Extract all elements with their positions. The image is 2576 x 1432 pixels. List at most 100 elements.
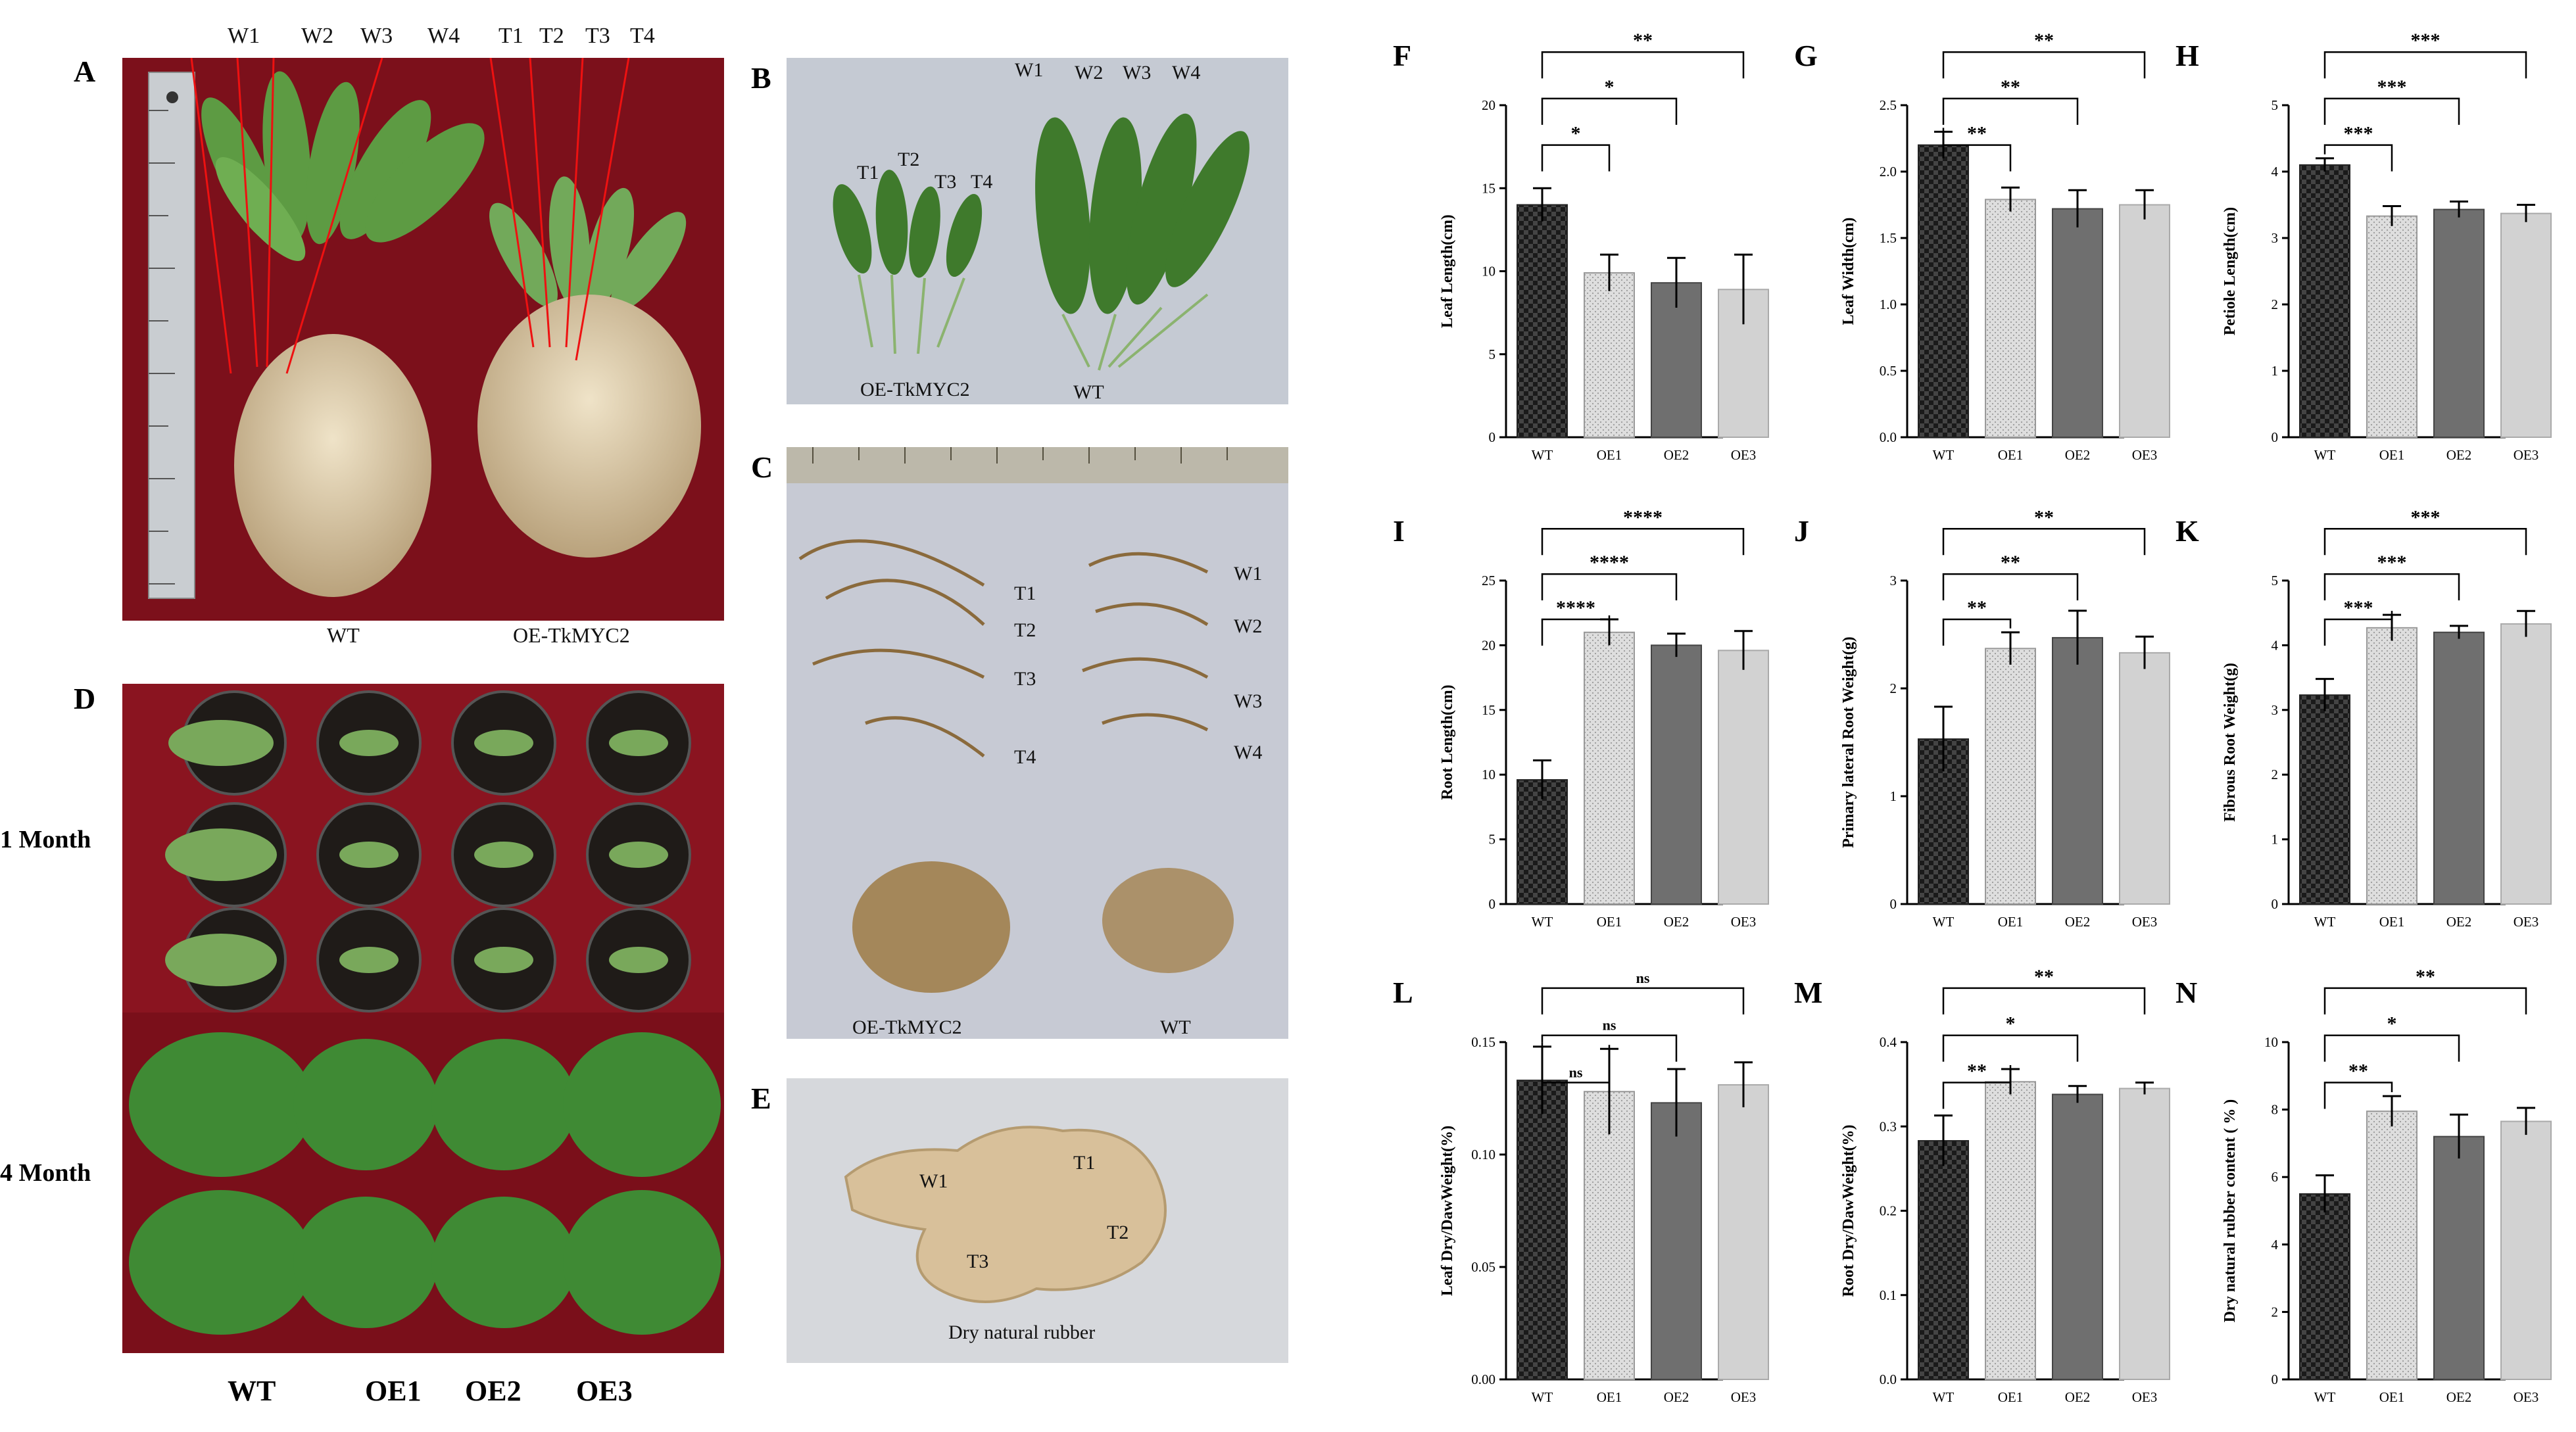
panel-c-label-t3: T3 [1014,668,1036,690]
chart-n-x-tick-label: OE3 [2514,1389,2539,1405]
chart-l-y-label: Leaf Dry/DawWeight(%) [1439,1126,1456,1296]
panel-a-label-t1: T1 [498,24,523,48]
chart-g-x-tick-label: OE3 [2132,447,2158,463]
chart-h-x-tick-label: OE1 [2379,447,2405,463]
chart-h-significance-label: *** [2344,123,2373,145]
chart-l-significance-label: ns [1569,1064,1583,1081]
chart-i-bar-oe2 [1651,644,1702,905]
chart-f-bar-wt [1517,204,1568,438]
chart-k-significance-label: *** [2377,552,2407,573]
chart-f-significance-label: ** [1633,30,1653,51]
chart-f-x-tick-label: OE2 [1664,447,1689,463]
chart-j-x-tick-label: OE2 [2065,914,2091,930]
chart-n-x-tick-label: OE2 [2446,1389,2472,1405]
panel-d-col-label-oe2: OE2 [465,1375,522,1407]
panel-d-row-label-1-month: 1 Month [0,826,91,853]
chart-k-significance-bracket [2323,528,2527,556]
chart-k-bar-oe3 [2500,623,2552,905]
chart-f-significance-label: * [1571,123,1581,145]
chart-m-bar-oe3 [2119,1087,2170,1380]
panel-a-label-w1: W1 [228,24,260,48]
chart-l-significance-bracket [1541,1034,1678,1062]
chart-j-significance-label: ** [1967,597,1987,619]
chart-j-y-label: Primary lateral Root Weight(g) [1840,636,1857,847]
chart-k-y-tick-label: 3 [2272,702,2279,718]
chart-h-y-tick-label: 2 [2272,297,2279,312]
chart-i-letter: I [1393,514,1405,548]
chart-l-x-tick-label: OE3 [1731,1389,1757,1405]
chart-i-bar-wt [1517,779,1568,905]
chart-m-y-tick-label: 0.2 [1880,1203,1897,1219]
chart-k-x-tick-label: OE3 [2514,914,2539,930]
chart-g-significance-bracket [1942,51,2146,79]
chart-k-x-tick-label: OE1 [2379,914,2405,930]
chart-f-y-tick-label: 15 [1482,180,1495,196]
chart-i-y-tick-label: 5 [1489,832,1496,847]
chart-h-bar-wt [2299,164,2350,438]
chart-f-bar-oe1 [1584,272,1635,438]
chart-i-y-tick-label: 25 [1482,573,1495,588]
panel-e-label-w1: W1 [919,1170,948,1192]
chart-n-y-tick-label: 4 [2272,1237,2279,1253]
chart-i-y-label: Root Length(cm) [1439,684,1456,800]
chart-f-bar-oe2 [1651,282,1702,438]
chart-g-significance-label: ** [2034,30,2054,51]
chart-i-bar-oe3 [1718,650,1769,905]
panel-b-label-t4: T4 [971,171,993,193]
chart-f-significance-bracket [1541,97,1678,125]
chart-j-significance-bracket [1942,618,2012,646]
chart-g-x-tick-label: WT [1933,447,1955,463]
plant-illustration-a [148,58,701,599]
chart-j-significance-bracket [1942,573,2079,601]
chart-h-x-tick-label: OE3 [2514,447,2539,463]
chart-k-y-tick-label: 4 [2272,637,2279,653]
panel-c-label-t4: T4 [1014,746,1036,768]
panel-a-label-t3: T3 [585,24,610,48]
chart-k-significance-label: *** [2411,506,2441,528]
chart-g: G 0.0 0.5 1.0 1.5 2.0 2.5 Leaf Width(cm) WT OE1 OE… [1794,30,2170,463]
chart-g-bar-wt [1918,144,1969,438]
chart-l-significance-label: ns [1636,970,1650,986]
chart-f-letter: F [1393,39,1411,72]
chart-g-x-tick-label: OE1 [1998,447,2024,463]
chart-k-significance-label: *** [2344,597,2373,619]
chart-n-bar-oe2 [2433,1135,2485,1380]
chart-n-significance-label: * [2387,1013,2397,1035]
chart-g-x-tick-label: OE2 [2065,447,2091,463]
photo-panel-a [122,58,724,621]
panel-letter-d: D [74,682,96,715]
panel-c-label-w4: W4 [1234,742,1263,763]
chart-n-x-tick-label: OE1 [2379,1389,2405,1405]
chart-h-bar-oe1 [2366,215,2418,438]
chart-m-bar-wt [1918,1140,1969,1380]
chart-n-significance-bracket [2323,1082,2393,1109]
chart-n-bar-oe1 [2366,1110,2418,1381]
chart-f-x-tick-label: OE3 [1731,447,1757,463]
chart-k-y-tick-label: 2 [2272,767,2279,782]
photo-panel-e [787,1078,1288,1363]
chart-n-significance-label: ** [2348,1061,2368,1082]
chart-l-x-tick-label: OE1 [1597,1389,1622,1405]
chart-h-y-tick-label: 5 [2272,97,2279,113]
chart-h-significance-label: *** [2377,76,2407,98]
chart-h-bar-oe2 [2433,208,2485,438]
chart-l-bar-wt [1517,1080,1568,1380]
chart-i-bar-oe1 [1584,631,1635,905]
chart-i-y-tick-label: 20 [1482,637,1495,653]
panel-b-label-wt: WT [1073,381,1104,403]
chart-k-bar-oe1 [2366,627,2418,905]
chart-l-y-tick-label: 0.05 [1471,1259,1495,1275]
chart-g-significance-bracket [1942,128,2012,172]
chart-l-bar-oe1 [1584,1091,1635,1380]
panel-b-label-t2: T2 [898,149,920,170]
panel-b-label-t3: T3 [935,171,957,193]
chart-j-bar-oe2 [2052,636,2103,905]
chart-h-y-label: Petiole Length(cm) [2222,207,2239,335]
panel-a-label-t4: T4 [630,24,655,48]
chart-j-bar-oe1 [1985,648,2036,905]
chart-j-y-tick-label: 3 [1890,573,1897,588]
chart-f-significance-bracket [1541,51,1745,79]
